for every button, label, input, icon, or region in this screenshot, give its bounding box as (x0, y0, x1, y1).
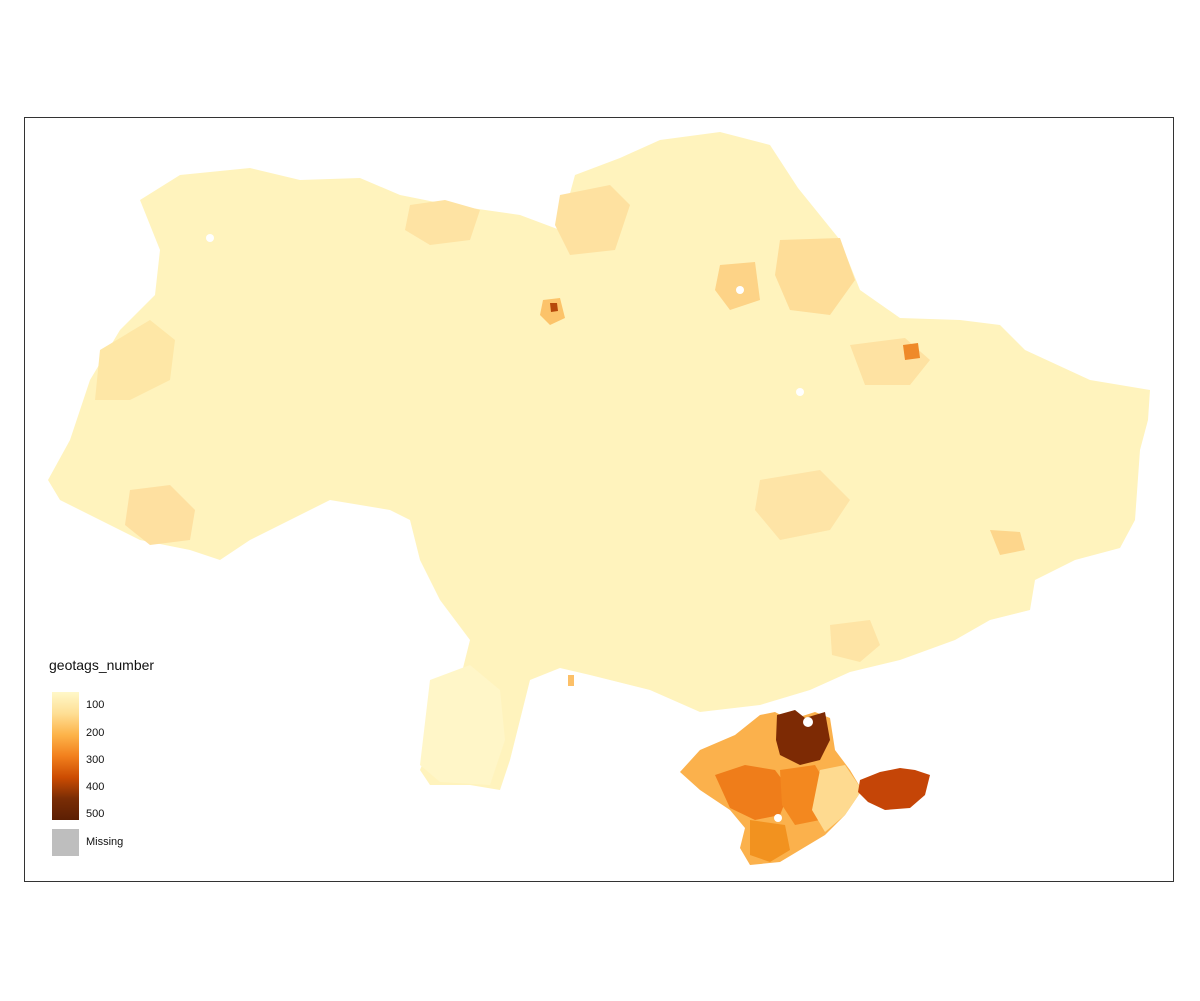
crimea-central-1 (715, 765, 790, 820)
legend-missing-label: Missing (86, 836, 124, 848)
kyiv-center (550, 303, 558, 312)
map-hole (774, 814, 782, 822)
kherson-dot (568, 675, 574, 686)
legend-tick-label: 200 (86, 727, 105, 740)
legend-missing-swatch (52, 829, 79, 856)
map-hole (206, 234, 214, 242)
crimea-north-dark (776, 710, 830, 765)
kerch-peninsula (858, 768, 930, 810)
northeast-zone-2 (715, 262, 760, 310)
legend-title: geotags_number (49, 657, 155, 673)
zakarpattia-zone (125, 485, 195, 545)
legend-tick-label: 400 (86, 781, 105, 793)
western-zone (95, 320, 175, 400)
legend-tick-label: 500 (86, 807, 105, 820)
map-hole (736, 286, 744, 294)
northeast-zone-1 (775, 238, 855, 315)
odesa-zone (420, 665, 505, 785)
north-zone-2 (555, 185, 630, 255)
zaporizhzhia-zone (830, 620, 880, 662)
legend-tick-label: 100 (86, 699, 105, 712)
kharkiv-center (903, 343, 920, 360)
legend-tick-label: 300 (86, 754, 105, 767)
crimea-coast-light (812, 765, 862, 832)
donetsk-zone (990, 530, 1025, 555)
map-hole (796, 388, 804, 396)
crimea-south (750, 820, 790, 862)
north-zone-1 (405, 200, 480, 245)
map-hole (803, 717, 813, 727)
legend-color-bar (52, 692, 79, 820)
east-zone (755, 470, 850, 540)
mainland-region (48, 132, 1150, 790)
